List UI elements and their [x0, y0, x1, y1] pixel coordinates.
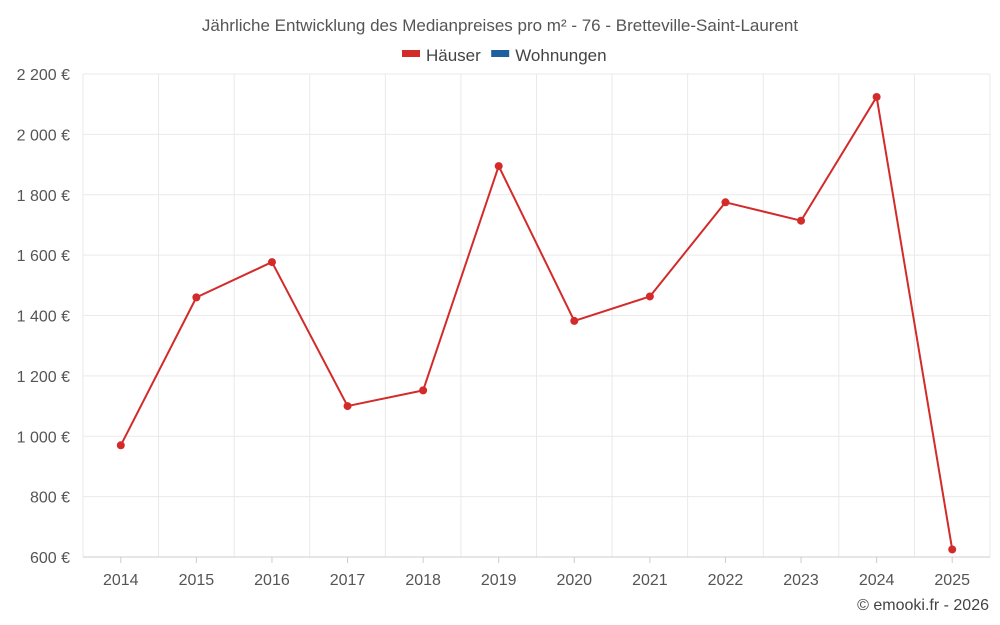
legend-label: Wohnungen [515, 46, 606, 65]
y-axis: 600 € 800 € 1 000 € 1 200 € 1 400 € 1 600 € 1 … [17, 67, 70, 567]
legend-item[interactable]: Wohnungen [491, 46, 607, 65]
x-tick-label: 2015 [179, 572, 215, 589]
data-point[interactable] [494, 162, 503, 171]
y-tick-label: 1 400 € [17, 309, 70, 326]
x-tick-label: 2016 [254, 572, 290, 589]
data-point[interactable] [116, 441, 125, 450]
data-point[interactable] [721, 198, 730, 207]
data-point[interactable] [948, 545, 957, 554]
chart-title: Jährliche Entwicklung des Medianpreises … [202, 16, 798, 35]
y-tick-label: 1 600 € [17, 248, 70, 265]
data-point[interactable] [645, 292, 654, 301]
data-point[interactable] [343, 402, 352, 411]
series-layer [116, 92, 957, 554]
y-tick-label: 1 800 € [17, 188, 70, 205]
y-tick-label: 2 200 € [17, 67, 70, 84]
data-point[interactable] [419, 386, 428, 395]
y-tick-label: 1 000 € [17, 429, 70, 446]
y-tick-label: 800 € [30, 490, 70, 507]
x-tick-label: 2025 [934, 572, 970, 589]
legend-swatch [402, 50, 420, 57]
y-tick-label: 600 € [30, 550, 70, 567]
legend: Häuser Wohnungen [402, 46, 607, 65]
legend-swatch [491, 50, 510, 57]
y-tick-label: 2 000 € [17, 127, 70, 144]
x-tick-label: 2014 [103, 572, 139, 589]
x-tick-label: 2023 [783, 572, 819, 589]
data-point[interactable] [797, 216, 806, 225]
data-point[interactable] [267, 258, 276, 267]
series-line [119, 95, 954, 550]
credit-text: © emooki.fr - 2026 [857, 597, 989, 614]
grid [82, 73, 991, 558]
x-tick-label: 2019 [481, 572, 517, 589]
x-tick-label: 2018 [405, 572, 441, 589]
data-point[interactable] [570, 316, 579, 325]
x-tick-label: 2021 [632, 572, 668, 589]
x-tick-label: 2017 [330, 572, 366, 589]
data-point[interactable] [872, 92, 881, 101]
x-tick-label: 2024 [859, 572, 895, 589]
y-tick-label: 1 200 € [17, 369, 70, 386]
x-axis: 2014 2015 2016 2017 2018 2019 2020 2021 2022 2023… [83, 556, 990, 589]
x-tick-label: 2020 [556, 572, 592, 589]
legend-item[interactable]: Häuser [402, 46, 481, 65]
data-point[interactable] [192, 293, 201, 302]
x-tick-label: 2022 [708, 572, 744, 589]
legend-label: Häuser [426, 46, 481, 65]
